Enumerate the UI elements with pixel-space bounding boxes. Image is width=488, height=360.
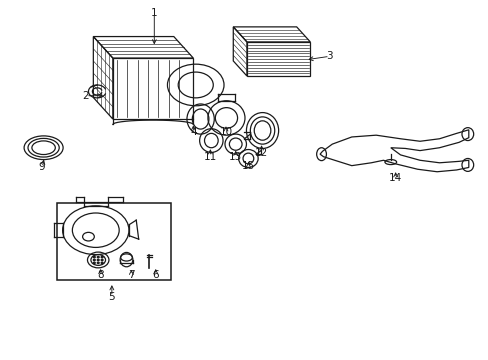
Text: 12: 12	[254, 148, 267, 158]
Text: 8: 8	[97, 270, 104, 280]
Text: 15: 15	[241, 161, 255, 171]
Text: 2: 2	[82, 91, 89, 101]
Text: 10: 10	[219, 127, 232, 136]
Text: 1: 1	[151, 8, 157, 18]
Text: 11: 11	[203, 152, 217, 162]
Text: 7: 7	[128, 270, 134, 280]
Text: 13: 13	[229, 152, 242, 162]
Text: 14: 14	[388, 173, 402, 183]
Text: 6: 6	[152, 270, 159, 280]
Text: 3: 3	[326, 51, 332, 61]
Text: 5: 5	[108, 292, 115, 302]
Text: 9: 9	[39, 162, 45, 172]
Text: 4: 4	[190, 127, 196, 136]
